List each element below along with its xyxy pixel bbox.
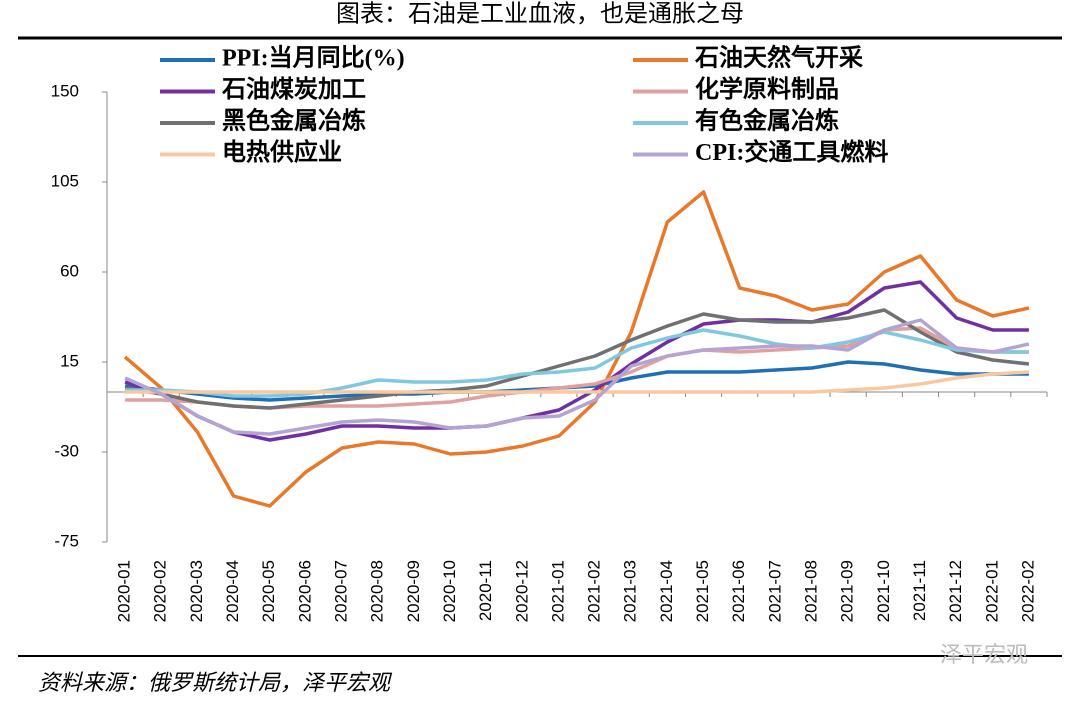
x-tick-label: 2020-04 [223,560,242,622]
x-tick-label: 2021-12 [946,560,965,622]
x-tick-label: 2020-08 [368,560,387,622]
legend-label: CPI:交通工具燃料 [695,138,888,166]
x-tick-label: 2021-05 [693,560,712,622]
y-tick-label: 150 [51,81,79,100]
x-tick-label: 2022-01 [982,560,1001,622]
x-tick-label: 2021-11 [910,560,929,621]
y-tick-label: 60 [60,261,79,280]
legend-label: 有色金属冶炼 [695,107,839,135]
x-tick-label: 2020-12 [512,560,531,622]
x-tick-label: 2020-03 [187,560,206,622]
x-tick-label: 2021-09 [838,560,857,622]
watermark: 泽平宏观 [940,642,1028,667]
chart-title: 图表：石油是工业血液，也是通胀之母 [336,1,744,28]
x-tick-label: 2020-10 [440,560,459,622]
series-line [123,190,1030,508]
x-tick-label: 2021-08 [801,560,820,622]
legend-label: 石油天然气开采 [694,44,863,72]
y-tick-label: 105 [51,171,79,190]
y-tick-label: -30 [54,441,79,460]
x-tick-label: 2021-04 [657,560,676,622]
x-tick-label: 2020-09 [404,560,423,622]
legend-label: 化学原料制品 [695,75,839,103]
series-line [124,308,1030,410]
x-tick-label: 2020-07 [331,560,350,622]
source: 资料来源：俄罗斯统计局，泽平宏观 [38,670,393,695]
x-tick-label: 2020-05 [259,560,278,622]
x-tick-label: 2022-02 [1018,560,1037,622]
x-tick-label: 2021-01 [548,560,567,622]
y-tick-label: 15 [60,351,79,370]
x-tick-label: 2020-01 [115,560,134,622]
y-tick-label: -75 [54,531,79,550]
x-tick-label: 2021-02 [585,560,604,622]
series-line [124,318,1030,436]
legend-label: 黑色金属冶炼 [222,107,366,135]
x-tick-label: 2020-06 [295,560,314,622]
x-tick-label: 2021-06 [729,560,748,622]
x-tick-label: 2020-02 [151,560,170,622]
x-tick-label: 2021-07 [765,560,784,622]
series-line [125,370,1030,394]
legend-label: 电热供应业 [222,138,342,166]
x-tick-label: 2021-10 [874,560,893,622]
series-line [124,280,1029,442]
x-tick-label: 2021-03 [621,560,640,622]
legend-label: 石油煤炭加工 [221,76,366,103]
legend-label: PPI:当月同比(%) [222,45,405,72]
x-tick-label: 2020-11 [476,560,495,621]
